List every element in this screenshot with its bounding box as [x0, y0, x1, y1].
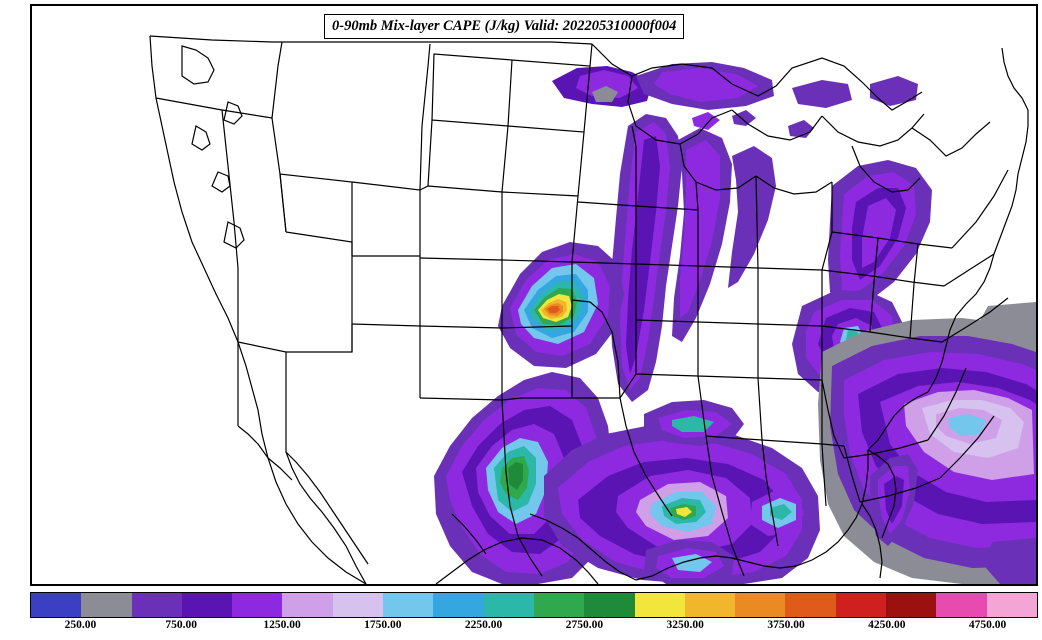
colorbar-swatch	[886, 593, 937, 617]
colorbar-swatch	[785, 593, 836, 617]
colorbar-swatch	[936, 593, 987, 617]
colorbar-tick-label: 4250.00	[868, 619, 906, 631]
colorbar-swatch	[433, 593, 484, 617]
colorbar-tick-label: 4750.00	[968, 619, 1007, 631]
colorbar-tick-label: 250.00	[64, 619, 97, 631]
colorbar-swatch	[31, 593, 82, 617]
colorbar-swatch	[483, 593, 534, 617]
colorbar-swatch	[533, 593, 585, 617]
map-title-box: 0-90mb Mix-layer CAPE (J/kg) Valid: 2022…	[324, 14, 685, 39]
colorbar-swatch	[684, 593, 736, 617]
colorbar-tick-label: 2750.00	[565, 619, 604, 631]
colorbar-swatch	[383, 593, 434, 617]
map-frame: 0-90mb Mix-layer CAPE (J/kg) Valid: 2022…	[30, 4, 1038, 586]
map-title-text: 0-90mb Mix-layer CAPE (J/kg) Valid: 2022…	[332, 18, 677, 34]
cape-contour-field	[434, 62, 1036, 584]
colorbar-swatch	[332, 593, 384, 617]
colorbar-tick-label: 1750.00	[364, 619, 402, 631]
colorbar-swatch	[282, 593, 333, 617]
colorbar-swatch	[181, 593, 233, 617]
colorbar-tick-label: 3750.00	[767, 619, 805, 631]
map-canvas	[149, 35, 1036, 584]
colorbar-tick-labels: 250.00 750.00 1250.00 1750.00 2250.00 2750.00…	[30, 619, 1038, 637]
colorbar-swatch	[232, 593, 283, 617]
colorbar-swatches	[30, 592, 1038, 618]
colorbar-tick-label: 750.00	[165, 619, 197, 631]
colorbar-swatch	[81, 593, 132, 617]
colorbar: 250.00 750.00 1250.00 1750.00 2250.00 2750.00…	[30, 592, 1038, 638]
map-borders	[149, 35, 1029, 584]
colorbar-tick-label: 1250.00	[263, 619, 301, 631]
colorbar-swatch	[986, 593, 1037, 617]
colorbar-swatch	[584, 593, 635, 617]
colorbar-swatch	[131, 593, 182, 617]
colorbar-swatch	[735, 593, 786, 617]
colorbar-tick-label: 3250.00	[666, 619, 704, 631]
colorbar-swatch	[634, 593, 685, 617]
colorbar-swatch	[835, 593, 887, 617]
colorbar-tick-label: 2250.00	[464, 619, 503, 631]
